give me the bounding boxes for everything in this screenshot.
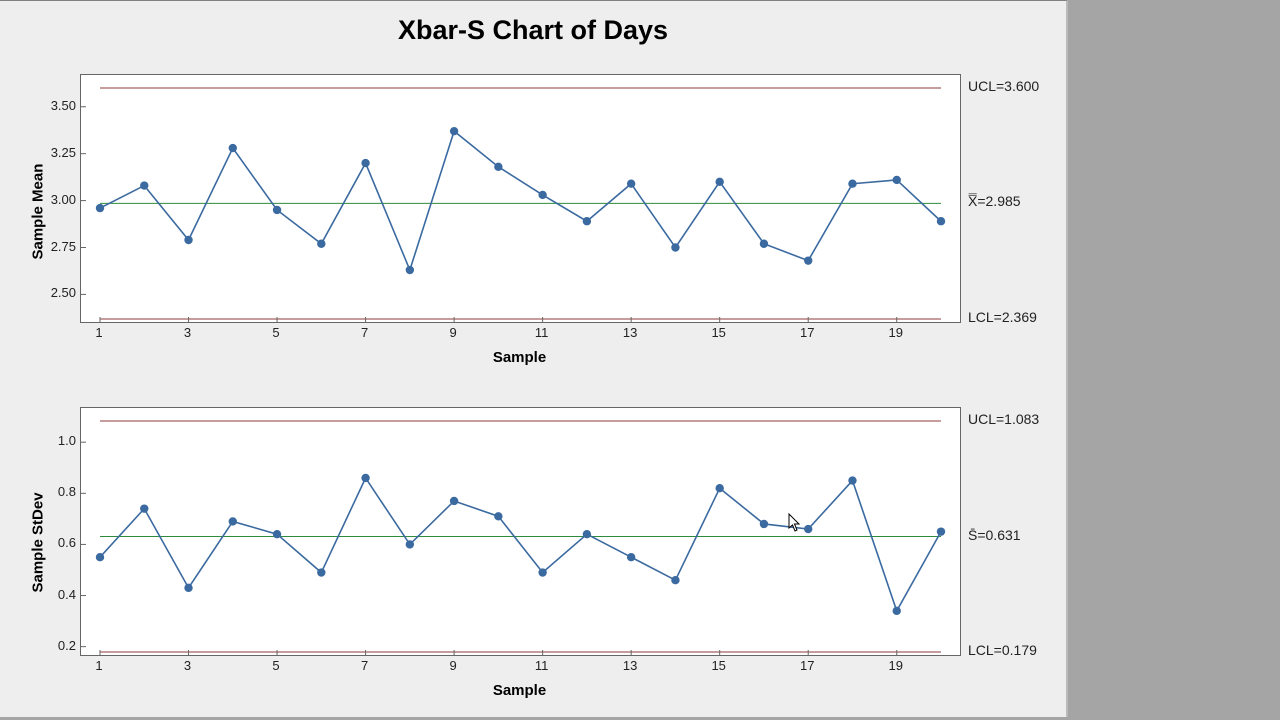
y-tick-label: 3.50	[36, 98, 76, 113]
x-tick-label: 11	[527, 658, 557, 673]
x-tick-label: 7	[350, 658, 380, 673]
xbar-x-label: Sample	[80, 349, 959, 366]
ucl-label: UCL=1.083	[968, 411, 1039, 427]
x-tick-label: 11	[527, 325, 557, 340]
y-tick-label: 1.0	[36, 433, 76, 448]
y-tick-label: 2.50	[36, 285, 76, 300]
chart-title: Xbar-S Chart of Days	[0, 15, 1066, 46]
app-root: Xbar-S Chart of Days 2.502.753.003.253.5…	[0, 0, 1280, 720]
s-panel	[80, 407, 961, 656]
right-gutter	[1068, 0, 1280, 720]
x-tick-label: 1	[84, 325, 114, 340]
x-tick-label: 17	[792, 658, 822, 673]
s-y-label: Sample StDev	[30, 473, 47, 593]
lcl-label: LCL=2.369	[968, 309, 1037, 325]
y-tick-label: 0.2	[36, 638, 76, 653]
x-tick-label: 3	[173, 325, 203, 340]
s-plot	[81, 408, 960, 655]
xbar-x-ticks: 135791113151719	[80, 325, 959, 345]
x-tick-label: 15	[704, 325, 734, 340]
x-tick-label: 9	[438, 658, 468, 673]
chart-window: Xbar-S Chart of Days 2.502.753.003.253.5…	[0, 0, 1068, 717]
xbar-panel	[80, 74, 961, 323]
x-tick-label: 5	[261, 325, 291, 340]
center-line-label: S̄=0.631	[968, 527, 1021, 543]
lcl-label: LCL=0.179	[968, 642, 1037, 658]
x-tick-label: 13	[615, 658, 645, 673]
x-tick-label: 7	[350, 325, 380, 340]
x-tick-label: 19	[881, 658, 911, 673]
xbar-y-label: Sample Mean	[30, 140, 47, 260]
x-tick-label: 17	[792, 325, 822, 340]
s-x-ticks: 135791113151719	[80, 658, 959, 678]
ucl-label: UCL=3.600	[968, 78, 1039, 94]
x-tick-label: 19	[881, 325, 911, 340]
x-tick-label: 9	[438, 325, 468, 340]
s-x-label: Sample	[80, 682, 959, 699]
x-tick-label: 5	[261, 658, 291, 673]
x-tick-label: 15	[704, 658, 734, 673]
xbar-plot	[81, 75, 960, 322]
x-tick-label: 1	[84, 658, 114, 673]
center-line-label: X̿=2.985	[968, 193, 1021, 209]
x-tick-label: 13	[615, 325, 645, 340]
x-tick-label: 3	[173, 658, 203, 673]
